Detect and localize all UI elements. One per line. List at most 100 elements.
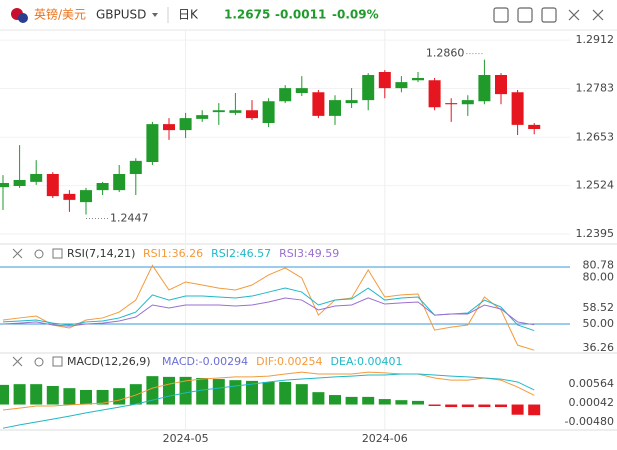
indicator-line bbox=[2, 373, 535, 429]
change-percent: -0.09% bbox=[332, 8, 379, 22]
candle-body bbox=[96, 183, 109, 191]
close-rsi[interactable] bbox=[12, 248, 23, 259]
candle-body bbox=[345, 100, 358, 104]
histogram-bar bbox=[461, 404, 474, 408]
y-tick-label: 1.2395 bbox=[576, 227, 615, 240]
candle-body bbox=[0, 183, 9, 188]
histogram-bar bbox=[528, 404, 541, 416]
histogram-bar bbox=[246, 380, 258, 405]
legend-entry: RSI2:46.57 bbox=[211, 247, 271, 260]
histogram-bar bbox=[395, 400, 408, 405]
candle-body bbox=[295, 88, 308, 93]
legend-entry: RSI1:36.26 bbox=[143, 247, 203, 260]
macd-toggle[interactable] bbox=[52, 356, 63, 367]
plot-layer: 2024-05 2024-06 1.2912 1.2783 1.2653 1.2524 1.… bbox=[0, 30, 614, 445]
candle-body bbox=[262, 101, 275, 123]
fullscreen-button[interactable] bbox=[568, 9, 580, 21]
macd-title: MACD(12,26,9) bbox=[67, 355, 151, 368]
histogram-bar bbox=[196, 377, 209, 405]
candle-body bbox=[13, 180, 26, 186]
candle-body bbox=[196, 115, 209, 119]
rsi-settings[interactable] bbox=[34, 249, 44, 259]
candle-body bbox=[163, 124, 175, 131]
histogram-bar bbox=[146, 376, 159, 405]
candle-body bbox=[312, 92, 325, 116]
high-annotation: 1.2860 bbox=[426, 47, 465, 60]
histogram-bar bbox=[30, 384, 43, 405]
candle-body bbox=[412, 78, 424, 81]
y-tick-label: 80.78 bbox=[583, 258, 615, 271]
candle-body bbox=[129, 160, 142, 174]
histogram-bar bbox=[345, 396, 358, 405]
histogram-bar bbox=[329, 395, 341, 405]
legend-entry: RSI3:49.59 bbox=[279, 247, 339, 260]
candle-body bbox=[528, 124, 541, 129]
low-annotation: 1.2447 bbox=[110, 212, 149, 225]
candle-body bbox=[179, 118, 192, 131]
histogram-bar bbox=[46, 385, 59, 405]
change: -0.0011 bbox=[275, 8, 326, 22]
indicator-line bbox=[2, 371, 535, 411]
period[interactable]: 日K bbox=[178, 8, 199, 22]
symbol[interactable]: GBPUSD bbox=[96, 8, 146, 22]
settings-button[interactable] bbox=[541, 7, 557, 23]
candle-body bbox=[46, 174, 59, 197]
candle-body bbox=[229, 110, 242, 113]
candle-body bbox=[329, 100, 341, 116]
close-button[interactable] bbox=[592, 9, 604, 21]
y-tick-label: 36.26 bbox=[583, 341, 615, 354]
candle-body bbox=[246, 110, 258, 119]
histogram-bar bbox=[13, 384, 26, 405]
histogram-bar bbox=[312, 392, 325, 405]
histogram-bar bbox=[412, 400, 424, 405]
draw-button[interactable] bbox=[517, 7, 533, 23]
histogram-bar bbox=[179, 376, 192, 405]
candle-body bbox=[30, 174, 43, 182]
dropdown-arrow[interactable] bbox=[152, 13, 158, 17]
histogram-bar bbox=[295, 384, 308, 405]
legend-entry: DIF:0.00254 bbox=[256, 355, 322, 368]
candle-body bbox=[478, 75, 491, 102]
pane-icons bbox=[12, 248, 63, 367]
pair-name[interactable]: 英镑/美元 bbox=[34, 7, 86, 22]
y-tick-label: 1.2524 bbox=[576, 179, 615, 192]
candle-body bbox=[212, 110, 225, 113]
x-tick-label: 2024-06 bbox=[362, 432, 408, 445]
rsi-title: RSI(7,14,21) bbox=[67, 247, 135, 260]
y-tick-label: 80.00 bbox=[583, 270, 615, 283]
candle-body bbox=[378, 72, 391, 89]
close-macd[interactable] bbox=[12, 356, 23, 367]
histogram-bar bbox=[229, 380, 242, 405]
histogram-bar bbox=[63, 388, 76, 405]
histogram-bar bbox=[445, 404, 458, 408]
candle-body bbox=[495, 75, 507, 95]
indicator-button[interactable] bbox=[493, 7, 509, 23]
histogram-bar bbox=[163, 376, 175, 405]
indicator-line bbox=[2, 297, 535, 327]
legend-entry: MACD:-0.00294 bbox=[162, 355, 248, 368]
candle-body bbox=[80, 190, 92, 203]
histogram-bar bbox=[378, 399, 391, 405]
histogram-bar bbox=[495, 404, 507, 408]
candle-body bbox=[511, 92, 524, 125]
candle-body bbox=[146, 124, 159, 162]
candle-body bbox=[113, 174, 126, 191]
indicator-line bbox=[2, 264, 535, 351]
price: 1.2675 bbox=[224, 8, 270, 22]
histogram-bar bbox=[511, 404, 524, 415]
histogram-bar bbox=[0, 384, 9, 405]
y-tick-label: 0.00042 bbox=[569, 396, 615, 409]
legend-entry: DEA:0.00401 bbox=[331, 355, 403, 368]
y-tick-label: 50.00 bbox=[583, 317, 615, 330]
histogram-bar bbox=[129, 384, 142, 405]
histogram-bar bbox=[478, 404, 491, 408]
macd-settings[interactable] bbox=[34, 357, 44, 367]
candle-body bbox=[428, 80, 441, 108]
x-tick-label: 2024-05 bbox=[163, 432, 209, 445]
histogram-bar bbox=[96, 389, 109, 405]
y-tick-label: 58.52 bbox=[583, 301, 615, 314]
rsi-toggle[interactable] bbox=[52, 248, 63, 259]
histogram-bar bbox=[212, 379, 225, 405]
